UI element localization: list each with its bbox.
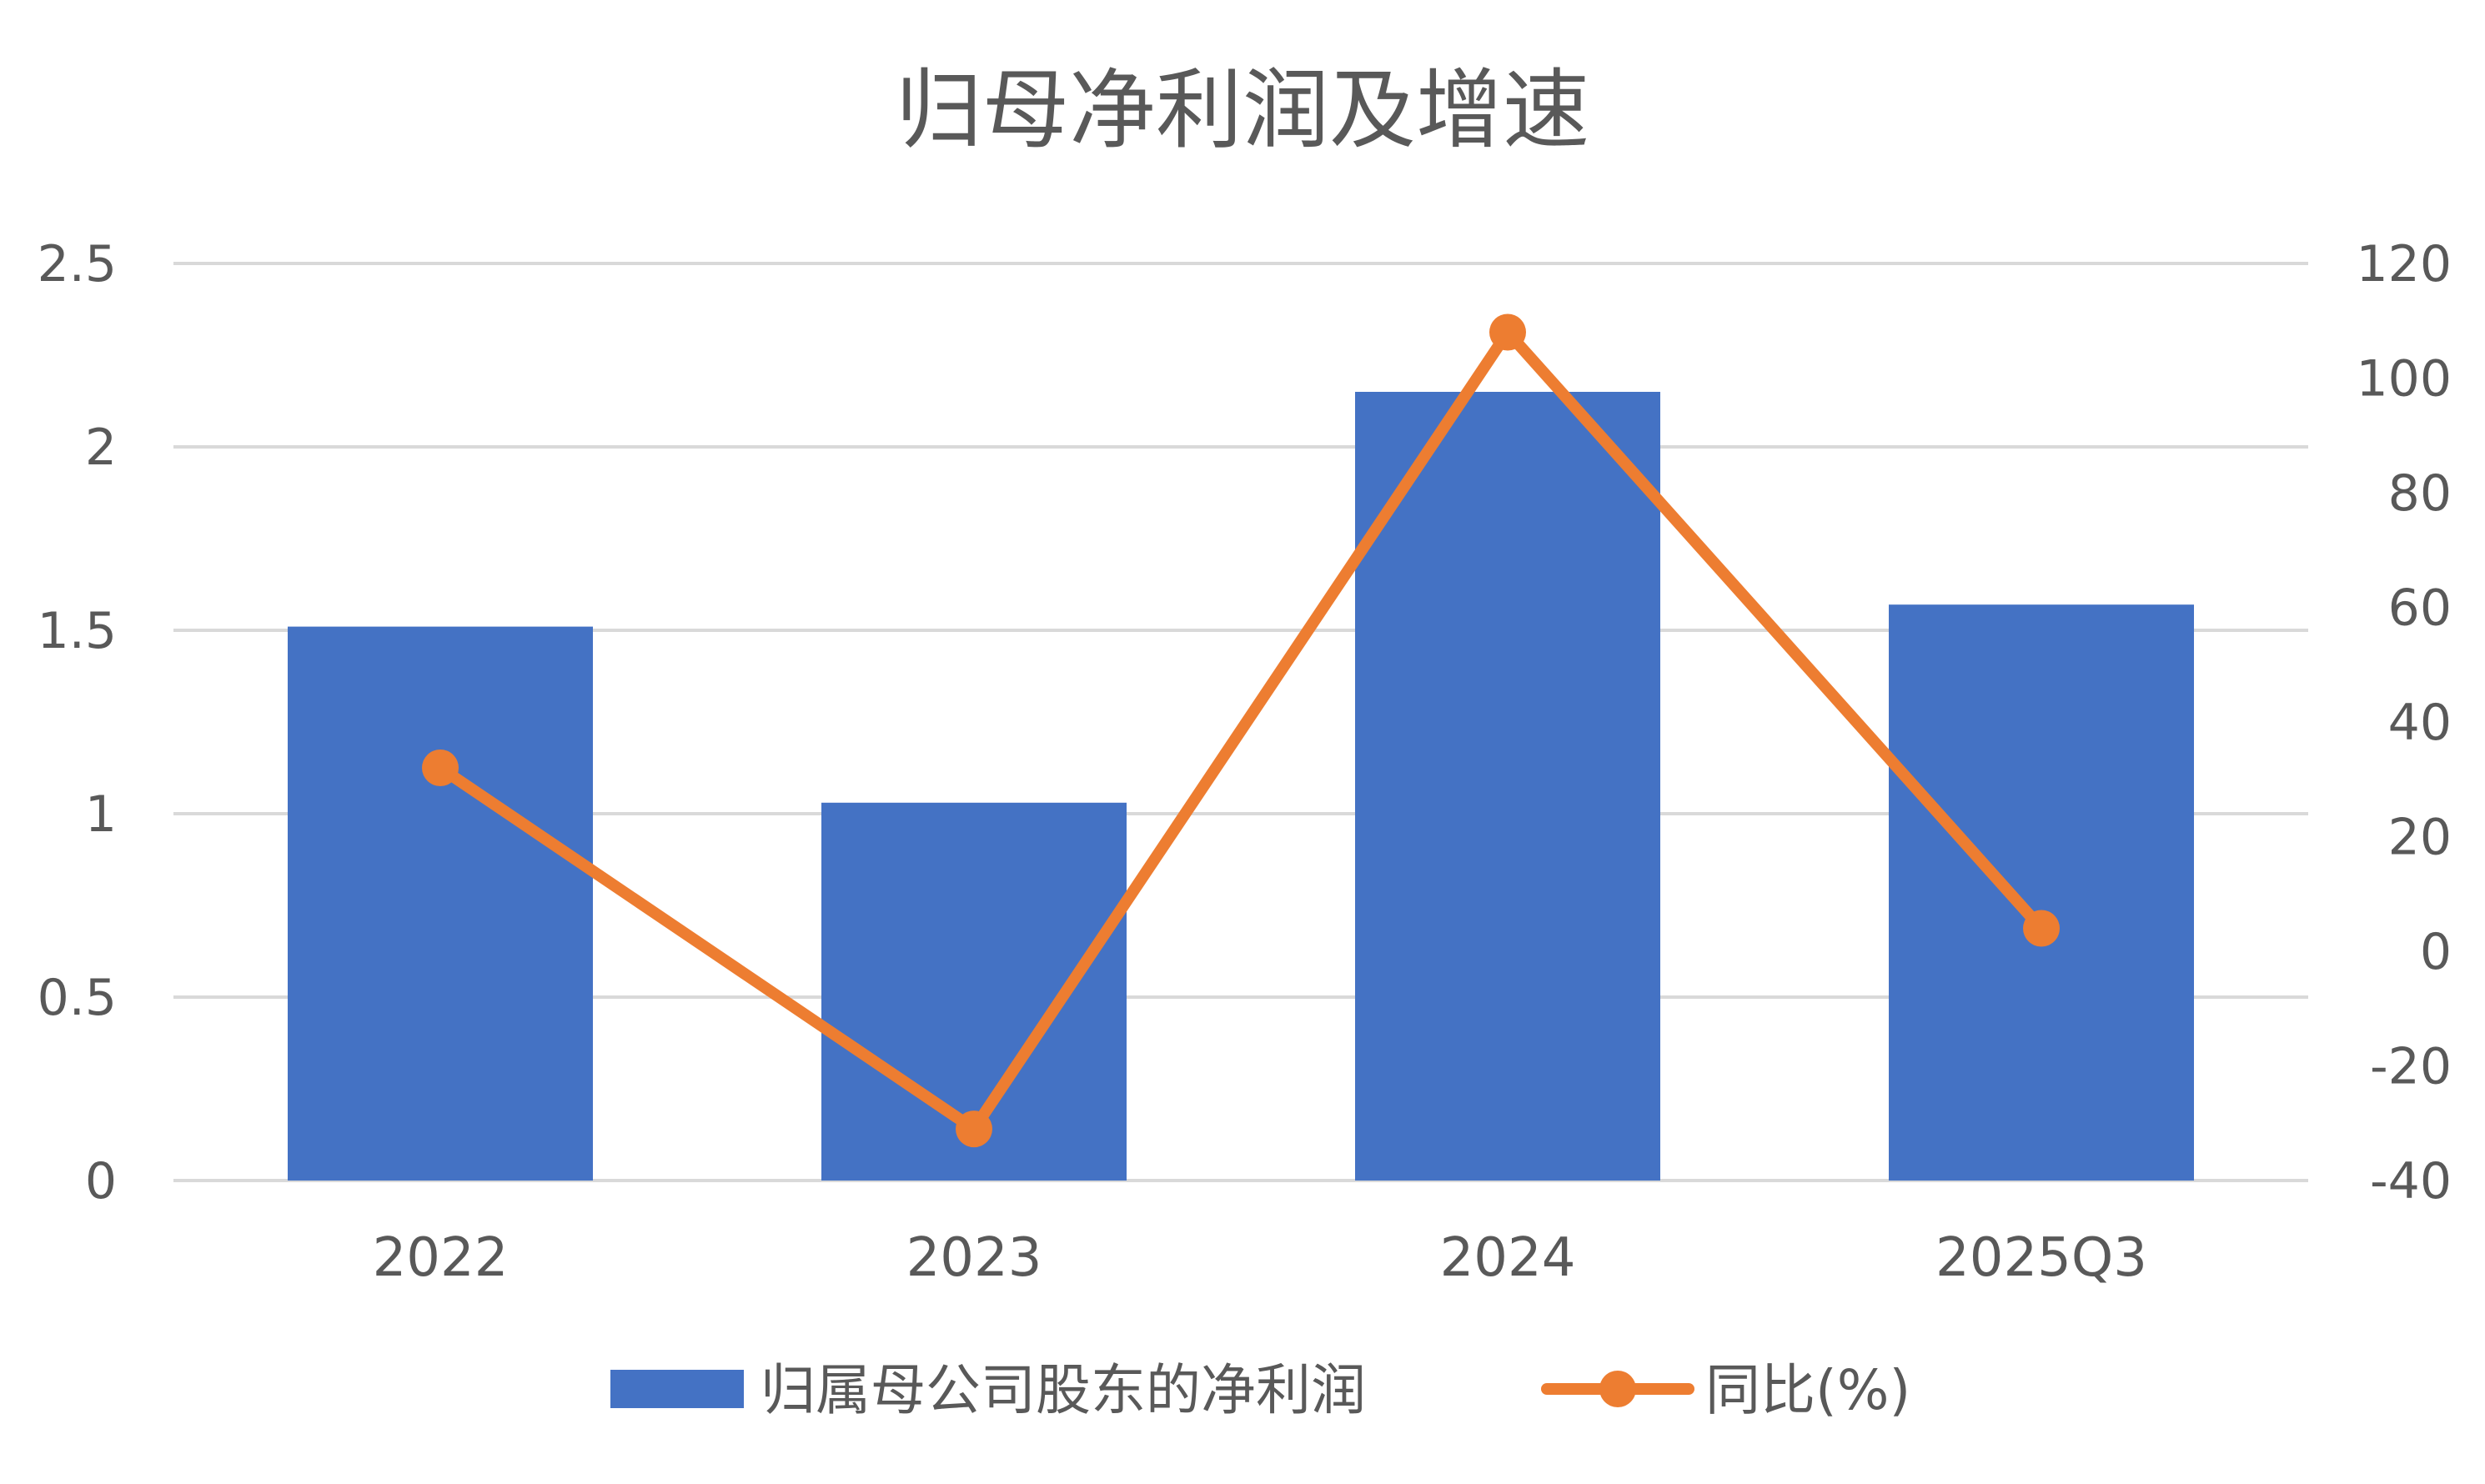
bar [1355, 392, 1660, 1181]
right-tick-label: 100 [2356, 350, 2452, 409]
left-tick-label: 2.5 [38, 235, 117, 293]
bar [1889, 604, 2194, 1181]
left-tick-label: 1.5 [38, 602, 117, 660]
category-labels: 2022 2023 2024 2025Q3 [373, 1227, 2147, 1289]
bar-series [288, 392, 2194, 1181]
legend-label-line: 同比(%) [1705, 1358, 1910, 1422]
right-tick-label: 60 [2388, 579, 2452, 638]
legend-swatch-marker [1599, 1371, 1636, 1407]
category-label: 2025Q3 [1935, 1227, 2147, 1289]
left-tick-label: 0.5 [38, 969, 117, 1027]
left-tick-label: 0 [85, 1152, 117, 1211]
left-tick-label: 2 [85, 419, 117, 477]
left-tick-label: 1 [85, 785, 117, 844]
line-path [437, 326, 2046, 1136]
category-label: 2023 [906, 1227, 1042, 1289]
right-tick-label: -40 [2370, 1152, 2452, 1211]
right-tick-label: 120 [2356, 235, 2452, 293]
line-point [956, 1110, 992, 1148]
right-tick-label: 40 [2388, 694, 2452, 752]
line-point [1489, 313, 1526, 351]
right-tick-label: 20 [2388, 809, 2452, 867]
bar [288, 626, 593, 1181]
chart-title: 归母净利润及增速 [896, 59, 1589, 161]
legend-label-bar: 归属母公司股东的净利润 [761, 1358, 1366, 1422]
right-tick-label: 0 [2420, 923, 2452, 981]
right-tick-label: 80 [2388, 464, 2452, 523]
legend-swatch-bar [610, 1370, 744, 1408]
category-label: 2024 [1440, 1227, 1576, 1289]
right-tick-label: -20 [2370, 1038, 2452, 1096]
line-series [422, 313, 2060, 1148]
left-axis-ticks: 0 0.5 1 1.5 2 2.5 [38, 235, 117, 1211]
legend: 归属母公司股东的净利润 同比(%) [610, 1358, 1910, 1422]
right-axis-ticks: -40 -20 0 20 40 60 80 100 120 [2356, 235, 2452, 1211]
category-label: 2022 [373, 1227, 509, 1289]
line-point [422, 750, 459, 786]
line-point [2023, 910, 2060, 947]
